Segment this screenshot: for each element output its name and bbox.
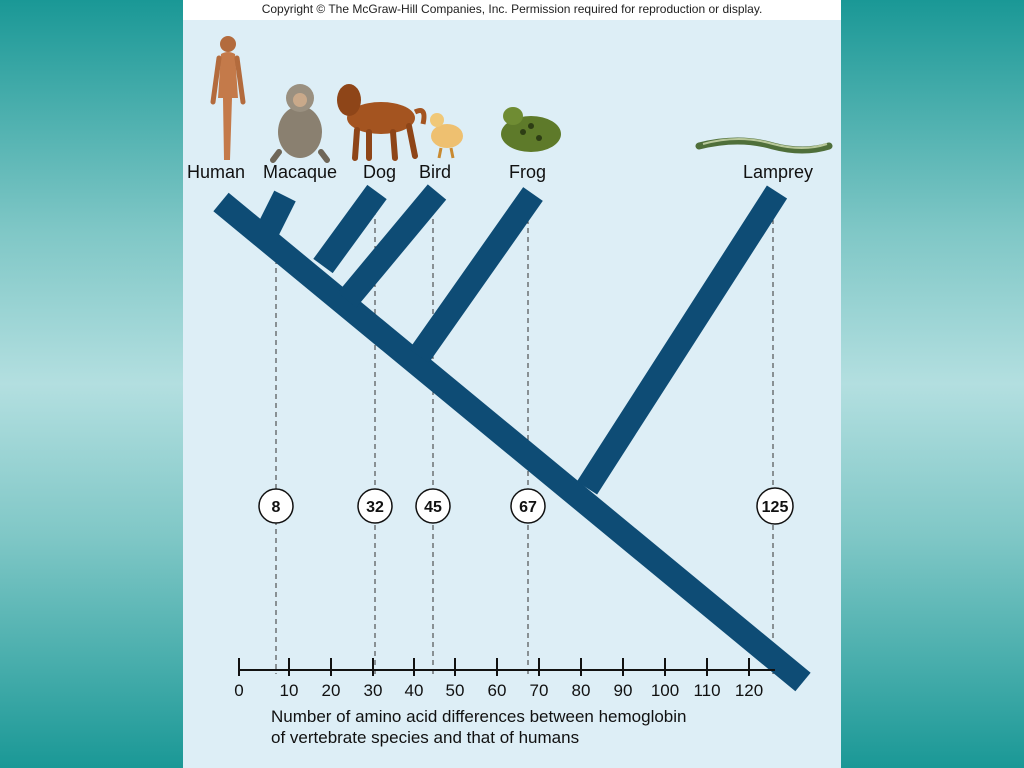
species-label-bird: Bird: [419, 162, 452, 182]
x-axis: [238, 658, 775, 676]
species-label-macaque: Macaque: [263, 162, 338, 182]
tick-label: 60: [488, 681, 507, 700]
tick-label: 30: [364, 681, 383, 700]
tick-label: 20: [322, 681, 341, 700]
svg-text:125: 125: [762, 499, 789, 516]
tick-label: 90: [614, 681, 633, 700]
macaque-icon: [270, 84, 330, 163]
frog-icon: [501, 107, 561, 152]
axis-title-line1: Number of amino acid differences between…: [271, 707, 687, 726]
tick-label: 120: [735, 681, 763, 700]
copyright-notice: Copyright © The McGraw-Hill Companies, I…: [261, 2, 763, 16]
tick-label: 40: [405, 681, 424, 700]
species-label-lamprey: Lamprey: [743, 162, 814, 182]
svg-text:8: 8: [272, 499, 281, 516]
species-label-frog: Frog: [509, 162, 547, 182]
tick-label: 110: [693, 681, 720, 700]
difference-badge-dog: 32: [357, 488, 393, 524]
tick-label: 70: [530, 681, 549, 700]
branch-dog: [313, 184, 387, 274]
species-label-dog: Dog: [363, 162, 397, 182]
drop-lines: [275, 192, 774, 674]
difference-badges: 8 32 45 67 125: [258, 487, 794, 525]
tick-label: 100: [651, 681, 679, 700]
phylogenetic-tree: 0 10 20 30 40 50 60 70 80 90 100 110 120…: [210, 36, 833, 700]
tick-label: 80: [572, 681, 591, 700]
slide-frame: Copyright © The McGraw-Hill Companies, I…: [183, 0, 841, 768]
branch-macaque: [254, 190, 296, 242]
branch-bird: [337, 184, 447, 308]
dog-icon: [337, 84, 427, 161]
svg-text:67: 67: [519, 499, 537, 516]
axis-title-line2: of vertebrate species and that of humans: [271, 728, 580, 747]
difference-badge-frog: 67: [510, 488, 546, 524]
bird-icon: [430, 113, 463, 159]
lamprey-icon: [695, 137, 833, 154]
species-label-human: Human: [187, 162, 246, 182]
tick-label: 10: [280, 681, 299, 700]
difference-badge-bird: 45: [415, 488, 451, 524]
difference-badge-lamprey: 125: [756, 487, 794, 525]
tick-label: 50: [446, 681, 465, 700]
difference-badge-macaque: 8: [258, 488, 294, 524]
axis-title: Number of amino acid differences between…: [271, 706, 687, 748]
human-icon: [210, 36, 246, 160]
svg-text:32: 32: [366, 499, 384, 516]
figure-panel: 0 10 20 30 40 50 60 70 80 90 100 110 120…: [183, 20, 841, 768]
branch-frog: [409, 187, 543, 363]
axis-tick-labels: 0 10 20 30 40 50 60 70 80 90 100 110 120: [234, 681, 763, 700]
svg-text:45: 45: [424, 499, 442, 516]
tick-label: 0: [234, 681, 243, 700]
main-trunk: [213, 192, 811, 692]
tree-branches: [213, 184, 811, 692]
branch-lamprey: [576, 185, 788, 495]
